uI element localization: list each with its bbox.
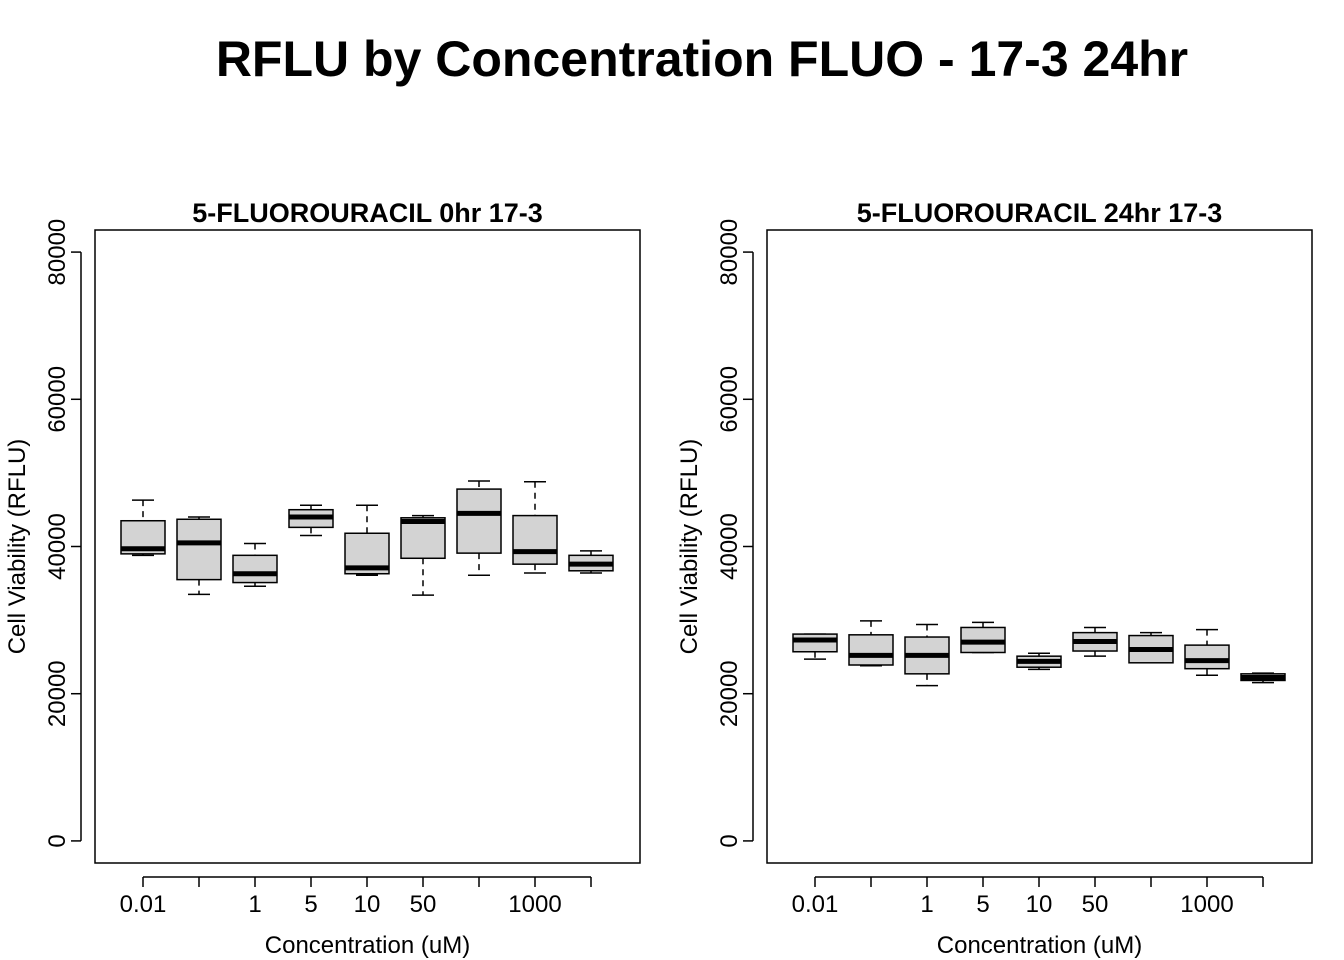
x-axis-label: Concentration (uM) (937, 932, 1142, 959)
panel-title: 5-FLUOROURACIL 0hr 17-3 (192, 198, 543, 228)
box-8 (568, 550, 614, 574)
x-tick-label: 0.01 (120, 891, 167, 918)
plot-frame (766, 229, 1313, 864)
panel-title: 5-FLUOROURACIL 24hr 17-3 (857, 198, 1223, 228)
y-tick-label: 40000 (44, 513, 71, 580)
box-4 (344, 504, 390, 576)
x-tick-label: 50 (410, 891, 437, 918)
x-tick-label: 50 (1082, 891, 1109, 918)
box-5 (1072, 626, 1118, 657)
x-tick-label: 10 (354, 891, 381, 918)
box-3 (960, 621, 1006, 654)
y-tick-label: 0 (44, 834, 71, 847)
x-axis-label: Concentration (uM) (265, 932, 470, 959)
x-tick-label: 1000 (508, 891, 561, 918)
box-body (848, 634, 894, 666)
box-5 (400, 514, 446, 596)
x-tick-label: 1 (248, 891, 261, 918)
y-tick-label: 0 (716, 834, 743, 847)
x-tick-label: 5 (976, 891, 989, 918)
box-7 (512, 480, 558, 574)
x-tick-label: 1 (920, 891, 933, 918)
box-6 (456, 480, 502, 576)
box-body (792, 633, 838, 653)
box-2 (232, 542, 278, 587)
box-1 (176, 516, 222, 596)
x-tick-label: 0.01 (792, 891, 839, 918)
main-title: RFLU by Concentration FLUO - 17-3 24hr (215, 31, 1189, 87)
y-tick-label: 60000 (716, 366, 743, 433)
box-body (400, 517, 446, 560)
y-tick-label: 80000 (716, 219, 743, 286)
x-tick-label: 1000 (1180, 891, 1233, 918)
y-tick-label: 40000 (716, 513, 743, 580)
y-axis-label: Cell Viability (RFLU) (676, 439, 703, 655)
box-body (512, 514, 558, 565)
y-tick-label: 20000 (716, 660, 743, 727)
box-4 (1016, 652, 1062, 671)
box-6 (1128, 631, 1174, 664)
y-tick-label: 20000 (44, 660, 71, 727)
box-8 (1240, 672, 1286, 684)
box-0 (792, 633, 838, 660)
box-body (232, 554, 278, 584)
panel-24hr: 5-FLUOROURACIL 24hr 17-3 0 20000 40000 60000… (676, 198, 1313, 959)
box-body (456, 488, 502, 554)
box-1 (848, 620, 894, 667)
box-body (176, 518, 222, 581)
x-tick-label: 10 (1026, 891, 1053, 918)
y-tick-label: 60000 (44, 366, 71, 433)
x-tick-label: 5 (304, 891, 317, 918)
box-body (1184, 644, 1230, 670)
y-tick-label: 80000 (44, 219, 71, 286)
box-2 (904, 623, 950, 687)
y-axis-label: Cell Viability (RFLU) (4, 439, 31, 655)
box-7 (1184, 628, 1230, 677)
panel-0hr: 5-FLUOROURACIL 0hr 17-3 0 20000 40000 60000 8… (4, 198, 641, 959)
box-0 (120, 499, 166, 557)
plot-frame (94, 229, 641, 864)
box-3 (288, 504, 334, 537)
